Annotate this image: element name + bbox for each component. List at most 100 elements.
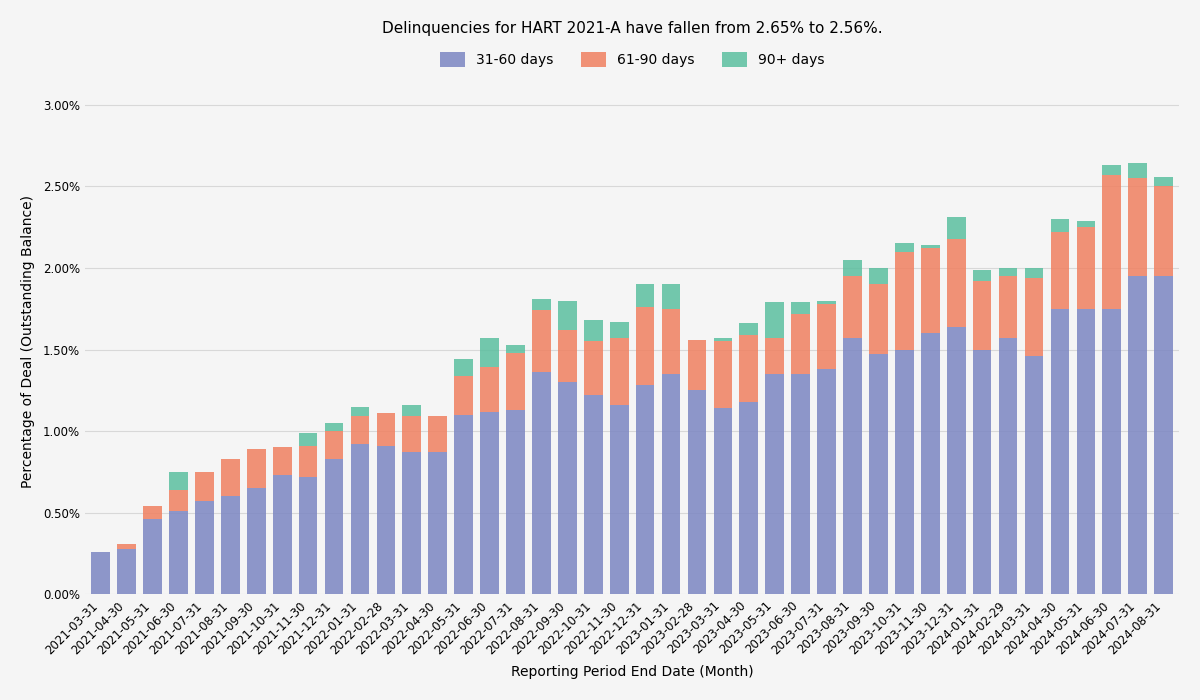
Bar xyxy=(947,217,966,239)
Bar xyxy=(350,407,370,416)
Bar xyxy=(973,281,991,349)
Bar xyxy=(1050,232,1069,309)
Bar xyxy=(428,416,448,452)
Bar xyxy=(947,327,966,594)
Bar xyxy=(1076,227,1096,309)
Bar xyxy=(584,342,602,395)
Bar xyxy=(1128,276,1147,594)
Bar xyxy=(299,446,318,477)
Bar xyxy=(766,374,784,594)
Bar xyxy=(118,549,136,594)
Bar xyxy=(1154,186,1172,276)
Bar xyxy=(895,349,913,594)
Bar xyxy=(402,405,421,416)
Bar xyxy=(714,408,732,594)
Bar xyxy=(739,335,758,402)
Bar xyxy=(817,300,836,304)
Bar xyxy=(377,413,395,446)
Bar xyxy=(221,459,240,496)
Bar xyxy=(584,320,602,342)
Bar xyxy=(428,452,448,594)
Bar xyxy=(350,444,370,594)
Bar xyxy=(661,374,680,594)
Bar xyxy=(325,423,343,431)
Bar xyxy=(844,338,862,594)
Title: Delinquencies for HART 2021-A have fallen from 2.65% to 2.56%.: Delinquencies for HART 2021-A have falle… xyxy=(382,21,882,36)
Bar xyxy=(817,369,836,594)
Bar xyxy=(1050,219,1069,232)
Bar xyxy=(455,415,473,594)
Bar xyxy=(791,314,810,374)
Bar xyxy=(869,284,888,354)
Bar xyxy=(636,284,654,307)
Bar xyxy=(377,446,395,594)
Bar xyxy=(506,353,524,410)
Bar xyxy=(169,511,188,594)
Bar xyxy=(558,330,577,382)
Bar xyxy=(661,284,680,309)
Bar xyxy=(91,552,110,594)
Bar xyxy=(532,310,551,372)
Bar xyxy=(610,405,629,594)
Bar xyxy=(402,416,421,452)
Bar xyxy=(143,519,162,594)
Bar xyxy=(688,340,707,391)
Bar xyxy=(869,354,888,594)
Bar xyxy=(455,376,473,415)
Bar xyxy=(739,402,758,594)
Bar xyxy=(480,412,499,594)
Bar xyxy=(920,333,940,594)
Bar xyxy=(299,433,318,446)
Bar xyxy=(558,300,577,330)
Bar xyxy=(196,472,214,501)
Bar xyxy=(1103,175,1121,309)
Bar xyxy=(299,477,318,594)
Bar xyxy=(584,395,602,594)
Bar xyxy=(714,338,732,342)
Bar xyxy=(247,449,265,489)
Bar xyxy=(920,248,940,333)
Bar xyxy=(1076,220,1096,227)
Bar xyxy=(714,342,732,408)
Bar xyxy=(1154,176,1172,186)
Bar xyxy=(169,490,188,511)
Bar xyxy=(1025,356,1043,594)
Legend: 31-60 days, 61-90 days, 90+ days: 31-60 days, 61-90 days, 90+ days xyxy=(439,52,824,67)
Bar xyxy=(947,239,966,327)
Bar xyxy=(998,338,1018,594)
Bar xyxy=(844,260,862,276)
Bar xyxy=(1128,178,1147,276)
Bar xyxy=(350,416,370,444)
Bar xyxy=(221,496,240,594)
Bar xyxy=(143,506,162,519)
X-axis label: Reporting Period End Date (Month): Reporting Period End Date (Month) xyxy=(511,665,754,679)
Bar xyxy=(998,268,1018,276)
Bar xyxy=(480,368,499,412)
Bar xyxy=(1076,309,1096,594)
Bar xyxy=(739,323,758,335)
Bar xyxy=(1025,268,1043,278)
Bar xyxy=(1025,278,1043,356)
Bar xyxy=(1154,276,1172,594)
Y-axis label: Percentage of Deal (Outstanding Balance): Percentage of Deal (Outstanding Balance) xyxy=(20,195,35,488)
Bar xyxy=(480,338,499,368)
Bar xyxy=(532,372,551,594)
Bar xyxy=(791,302,810,314)
Bar xyxy=(895,244,913,251)
Bar xyxy=(817,304,836,369)
Bar xyxy=(661,309,680,374)
Bar xyxy=(455,359,473,376)
Bar xyxy=(325,459,343,594)
Bar xyxy=(998,276,1018,338)
Bar xyxy=(272,475,292,594)
Bar xyxy=(532,299,551,310)
Bar xyxy=(895,251,913,349)
Bar xyxy=(636,307,654,386)
Bar xyxy=(1103,309,1121,594)
Bar xyxy=(272,447,292,475)
Bar xyxy=(636,386,654,594)
Bar xyxy=(196,501,214,594)
Bar xyxy=(766,338,784,374)
Bar xyxy=(247,489,265,594)
Bar xyxy=(791,374,810,594)
